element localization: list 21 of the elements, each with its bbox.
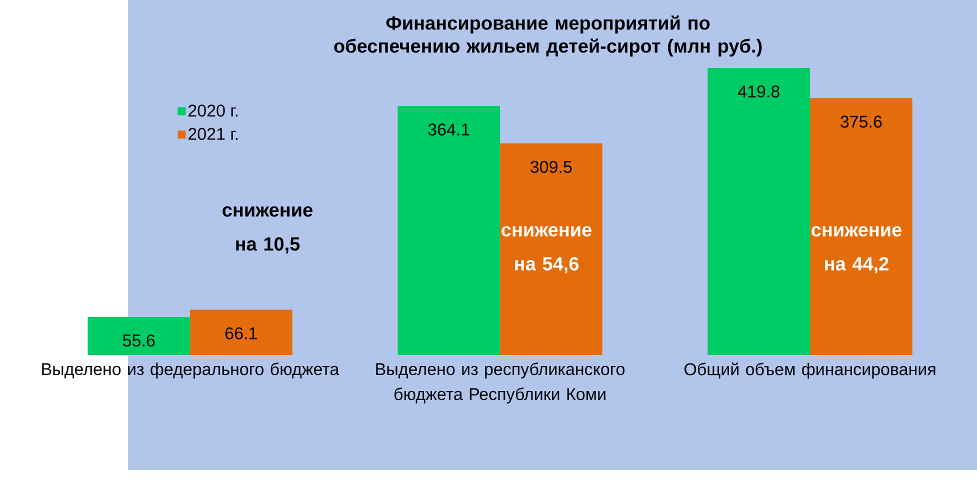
data-label: 309.5: [530, 160, 572, 173]
annotation: снижение на 54,6: [502, 226, 592, 274]
chart-title: Финансирование мероприятий по обеспечению жильем детей-сирот (млн руб.): [334, 15, 762, 57]
bar: [398, 106, 500, 355]
annotation: снижение на 10,5: [222, 206, 312, 254]
data-label: 55.6: [122, 334, 155, 347]
data-label: 375.6: [840, 116, 882, 128]
bar: [88, 316, 190, 355]
x-tick-label: Выделено из федерального бюджета: [42, 362, 340, 379]
x-tick-label: Общий объем финансирования: [684, 362, 936, 379]
bar: [500, 143, 602, 355]
bar: [810, 98, 912, 355]
data-label: 364.1: [428, 124, 470, 136]
annotation: снижение на 44,2: [812, 226, 902, 274]
data-label: 66.1: [225, 327, 257, 340]
x-tick-label: Выделено из республиканского бюджета Республики Коми: [376, 362, 624, 404]
legend-label: 2021 г.: [188, 128, 238, 140]
bar: [190, 310, 292, 355]
bar: [708, 68, 810, 355]
data-label: 419.8: [738, 85, 780, 98]
legend-label: 2020 г.: [188, 104, 238, 117]
